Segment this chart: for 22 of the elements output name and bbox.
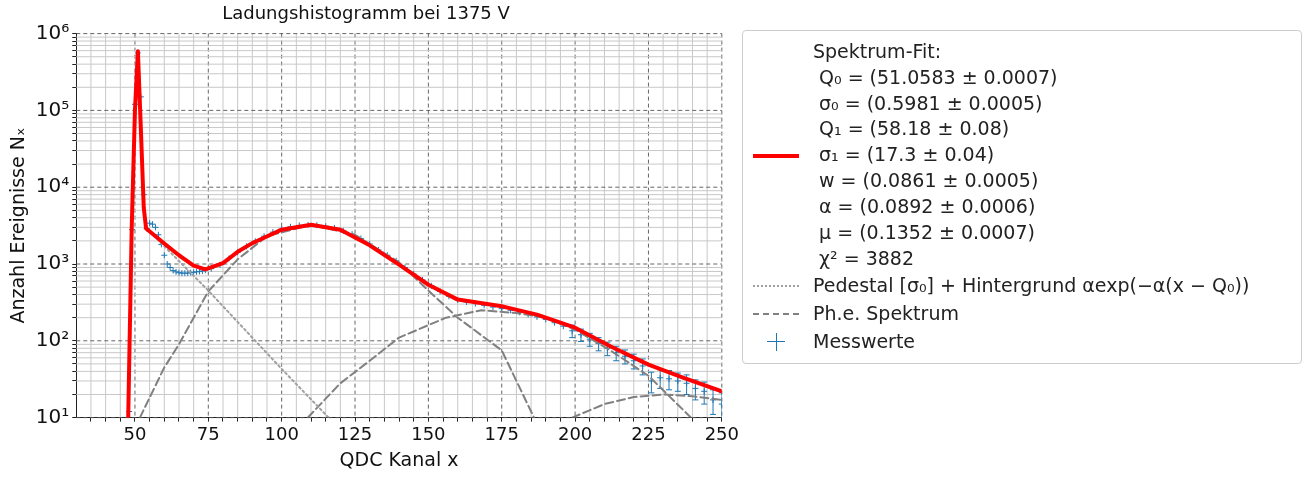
y-tick-label: 10⁴	[35, 173, 70, 198]
y-tick-label: 10³	[35, 250, 70, 275]
text: Spektrum-Fit: Q₀ = (51.0583 ± 0.0007) σ₀ = (0.5981 ± 0.0005) Q₁ = (58.18 ± 0.08) σ₁ = (17.3 ± 0.04) w = (0.0861 ± 0.0005) α = (0.0892 ± 0.0006) μ = (0.1352 ± 0.0007) χ² = 3882	[813, 40, 1058, 269]
chart-title: Ladungshistogramm bei 1375 V	[222, 2, 511, 24]
legend-label: Pedestal [σ₀] + Hintergrund αexp(−α(x − Q₀))	[813, 273, 1250, 299]
y-tick-label: 10⁶	[35, 19, 70, 44]
y-tick-label: 10²	[35, 327, 70, 351]
x-tick-label: 75	[196, 423, 220, 445]
x-tick-label: 225	[631, 423, 666, 445]
x-tick-label: 125	[337, 423, 373, 445]
x-tick-label: 150	[411, 423, 446, 445]
legend-label: Ph.e. Spektrum	[813, 301, 959, 327]
x-tick-label: 100	[264, 423, 299, 445]
x-tick-label: 175	[484, 423, 519, 445]
x-tick-label: 50	[123, 423, 147, 445]
y-axis-title: Anzahl Ereignisse Nₓ	[6, 127, 29, 324]
y-tick-label: 10⁵	[35, 96, 70, 121]
x-axis-title: QDC Kanal x	[339, 447, 459, 470]
legend-label: Messwerte	[813, 329, 916, 355]
x-tick-label: 250	[704, 423, 739, 445]
y-tick-label: 10¹	[35, 403, 70, 428]
x-tick-label: 200	[557, 423, 593, 445]
